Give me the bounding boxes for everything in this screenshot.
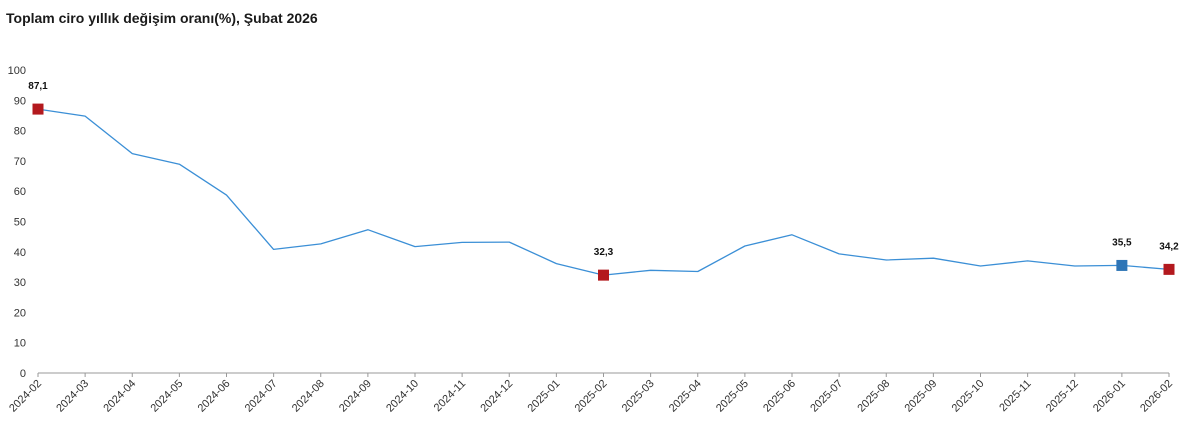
y-tick-label: 10	[14, 338, 26, 350]
y-tick-label: 20	[14, 307, 26, 319]
x-tick-label: 2024-11	[432, 378, 468, 414]
highlight-marker	[1163, 263, 1175, 275]
x-tick-label: 2024-08	[290, 378, 327, 415]
y-tick-label: 100	[8, 65, 26, 77]
x-tick-label: 2025-05	[714, 378, 751, 415]
x-tick-label: 2026-01	[1091, 378, 1128, 415]
x-tick-label: 2025-08	[855, 378, 892, 415]
highlight-marker	[32, 103, 44, 115]
x-axis: 2024-02 2024-03 2024-04 2024-05 2024-06 2024-…	[7, 372, 1175, 415]
highlight-marker	[598, 269, 609, 281]
highlight-marker	[1116, 259, 1128, 271]
y-tick-label: 90	[14, 95, 26, 107]
x-tick-label: 2024-02	[7, 378, 44, 415]
x-tick-label: 2025-04	[667, 378, 704, 415]
y-tick-label: 0	[20, 368, 26, 380]
x-tick-label: 2026-02	[1138, 378, 1175, 415]
x-tick-label: 2024-09	[337, 378, 374, 415]
x-tick-label: 2025-07	[808, 378, 845, 415]
x-tick-label: 2025-01	[525, 378, 562, 415]
x-tick-label: 2024-12	[478, 378, 515, 415]
x-tick-label: 2025-02	[573, 378, 610, 415]
x-tick-label: 2024-10	[384, 378, 421, 415]
y-tick-label: 50	[14, 217, 26, 229]
x-tick-label: 2025-12	[1044, 378, 1081, 415]
x-tick-label: 2024-07	[243, 378, 280, 415]
y-tick-label: 80	[14, 126, 26, 138]
x-tick-label: 2025-09	[902, 378, 939, 415]
x-tick-label: 2025-11	[997, 378, 1033, 414]
data-label: 35,5	[1112, 237, 1132, 248]
y-tick-label: 70	[14, 156, 26, 168]
x-tick-label: 2024-05	[148, 378, 185, 415]
data-label: 32,3	[594, 247, 614, 258]
data-label: 87,1	[28, 81, 48, 92]
highlight-markers: 87,1 32,3 35,5 34,2	[28, 81, 1179, 281]
data-label: 34,2	[1159, 241, 1179, 252]
x-tick-label: 2024-04	[101, 378, 138, 415]
x-tick-label: 2025-10	[950, 378, 987, 415]
x-tick-label: 2025-06	[761, 378, 798, 415]
x-tick-label: 2024-06	[196, 378, 233, 415]
x-tick-label: 2025-03	[620, 378, 657, 415]
x-tick-label: 2024-03	[54, 378, 91, 415]
y-axis: 0 10 20 30 40 50 60 70 80 90 100	[8, 65, 26, 380]
y-tick-label: 40	[14, 247, 26, 259]
chart-title: Toplam ciro yıllık değişim oranı(%), Şub…	[6, 10, 318, 26]
y-tick-label: 60	[14, 186, 26, 198]
y-tick-label: 30	[14, 277, 26, 289]
